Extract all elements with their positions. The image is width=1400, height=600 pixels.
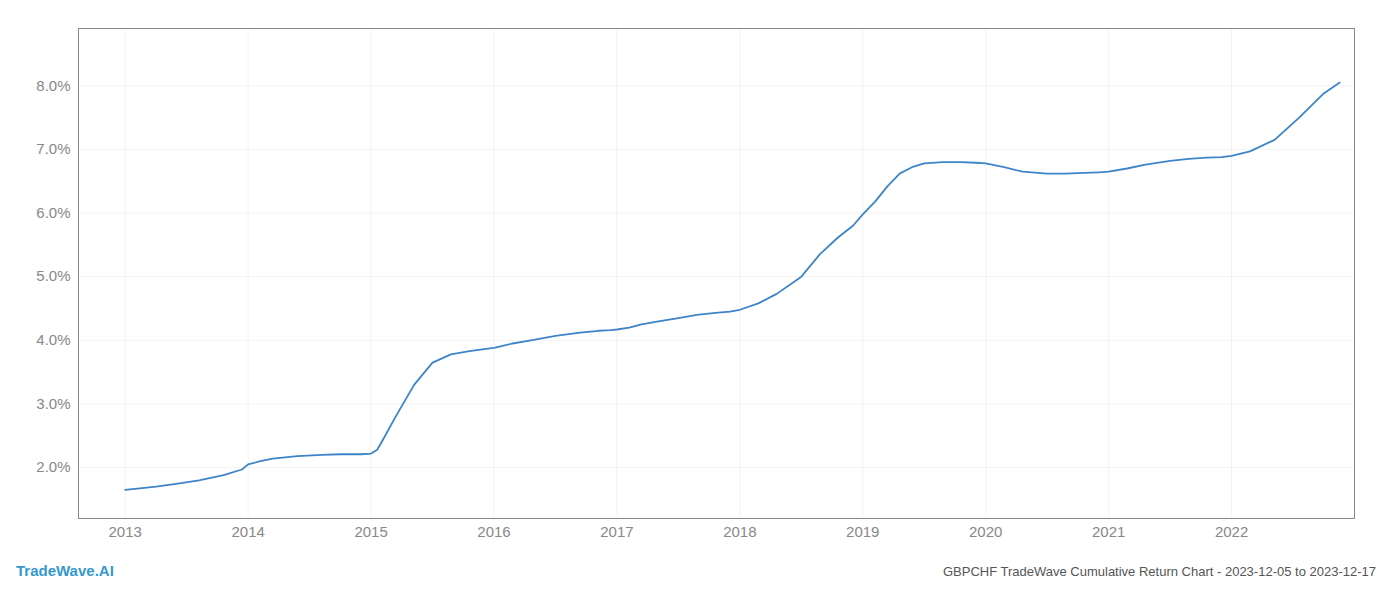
- svg-text:7.0%: 7.0%: [36, 140, 70, 157]
- svg-text:2016: 2016: [477, 523, 510, 540]
- svg-text:2.0%: 2.0%: [36, 458, 70, 475]
- svg-text:8.0%: 8.0%: [36, 77, 70, 94]
- svg-text:2013: 2013: [109, 523, 142, 540]
- svg-text:2017: 2017: [600, 523, 633, 540]
- svg-text:6.0%: 6.0%: [36, 204, 70, 221]
- svg-text:5.0%: 5.0%: [36, 267, 70, 284]
- svg-text:2020: 2020: [969, 523, 1002, 540]
- svg-text:2021: 2021: [1092, 523, 1125, 540]
- svg-text:2015: 2015: [354, 523, 387, 540]
- svg-text:4.0%: 4.0%: [36, 331, 70, 348]
- svg-text:2019: 2019: [846, 523, 879, 540]
- html-text:TradeWave.AI: TradeWave.AI: [16, 562, 114, 579]
- svg-text:2018: 2018: [723, 523, 756, 540]
- svg-text:2014: 2014: [231, 523, 264, 540]
- html-text:GBPCHF TradeWave Cumulative Re: GBPCHF TradeWave Cumulative Return Chart…: [942, 564, 1376, 579]
- svg-text:3.0%: 3.0%: [36, 395, 70, 412]
- svg-text:2022: 2022: [1215, 523, 1248, 540]
